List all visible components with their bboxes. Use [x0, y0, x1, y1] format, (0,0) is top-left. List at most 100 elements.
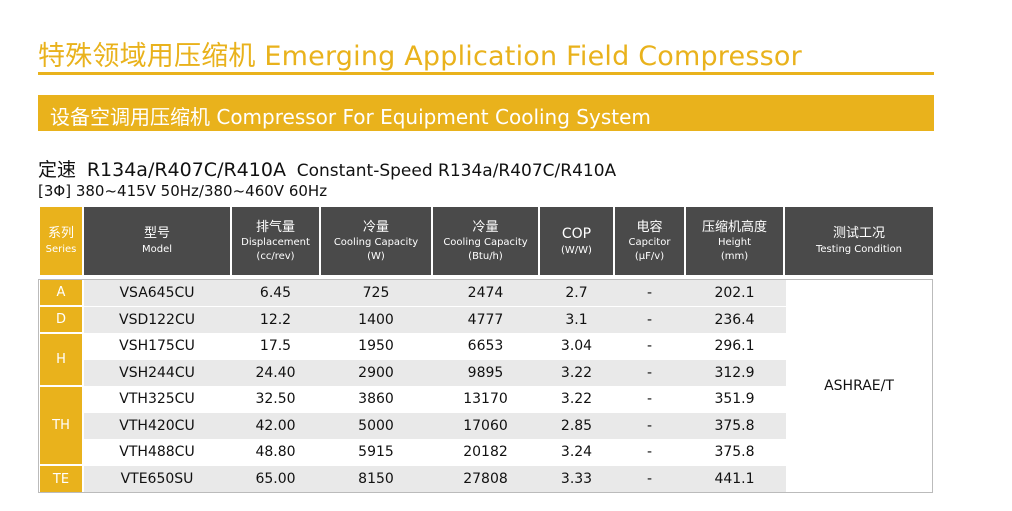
table-row: VTH420CU 42.00 5000 17060 2.85 - 375.8 [84, 413, 786, 439]
header-capacity-w-unit: (W) [367, 250, 385, 262]
header-displacement: 排气量 Displacement (cc/rev) [232, 207, 319, 275]
header-capacitor: 电容 Capcitor (μF/v) [615, 207, 684, 275]
header-height: 压缩机高度 Height (mm) [686, 207, 783, 275]
height-cell: 375.8 [714, 418, 755, 434]
header-condition: 测试工况 Testing Condition [785, 207, 933, 275]
capacity-w-cell: 725 [362, 285, 390, 301]
header-cop: COP (W/W) [540, 207, 613, 275]
model-cell: VSH244CU [119, 365, 195, 381]
table-row: VSH175CU 17.5 1950 6653 3.04 - 296.1 [84, 333, 786, 359]
power-spec: [3Φ] 380~415V 50Hz/380~460V 60Hz [38, 182, 328, 200]
header-series-en: Series [45, 244, 77, 256]
cop-cell: 3.22 [560, 391, 593, 407]
model-cell: VSA645CU [119, 285, 195, 301]
header-displacement-zh: 排气量 [255, 219, 295, 235]
header-capacitor-zh: 电容 [636, 219, 663, 235]
header-model-zh: 型号 [143, 226, 170, 242]
capacitor-cell: - [646, 338, 653, 354]
header-condition-zh: 测试工况 [832, 226, 885, 242]
displacement-cell: 17.5 [259, 338, 292, 354]
height-cell: 441.1 [714, 471, 755, 487]
header-cop-label: COP [561, 225, 592, 242]
header-capacity-btu-unit: (Btu/h) [468, 250, 503, 262]
capacitor-cell: - [646, 312, 653, 328]
cop-cell: 2.7 [565, 285, 588, 301]
capacity-btu-cell: 4777 [467, 312, 504, 328]
table-row: VTH325CU 32.50 3860 13170 3.22 - 351.9 [84, 386, 786, 412]
height-cell: 375.8 [714, 444, 755, 460]
capacity-btu-cell: 6653 [467, 338, 504, 354]
header-capacity-w-zh: 冷量 [362, 219, 389, 235]
table-row: VSD122CU 12.2 1400 4777 3.1 - 236.4 [84, 307, 786, 333]
height-cell: 296.1 [714, 338, 755, 354]
height-cell: 202.1 [714, 285, 755, 301]
displacement-cell: 6.45 [259, 285, 292, 301]
header-model-en: Model [141, 244, 173, 256]
header-capacity-btu: 冷量 Cooling Capacity (Btu/h) [433, 207, 538, 275]
displacement-cell: 12.2 [259, 312, 292, 328]
header-series: 系列 Series [40, 207, 82, 275]
cop-cell: 2.85 [560, 418, 593, 434]
capacity-w-cell: 3860 [358, 391, 394, 407]
table-row: VSA645CU 6.45 725 2474 2.7 - 202.1 [84, 280, 786, 306]
capacitor-cell: - [646, 285, 653, 301]
capacity-w-cell: 1950 [358, 338, 394, 354]
table-row: VTE650SU 65.00 8150 27808 3.33 - 441.1 [84, 466, 786, 492]
header-capacity-w-en: Cooling Capacity [333, 237, 419, 249]
table-row: VTH488CU 48.80 5915 20182 3.24 - 375.8 [84, 439, 786, 465]
table-frame [38, 279, 933, 493]
model-cell: VTH488CU [119, 444, 195, 460]
cop-cell: 3.24 [560, 444, 593, 460]
displacement-cell: 65.00 [255, 471, 296, 487]
capacitor-cell: - [646, 365, 653, 381]
section-bar: 设备空调用压缩机 Compressor For Equipment Coolin… [38, 95, 934, 131]
series-cell: H [40, 334, 82, 385]
header-height-zh: 压缩机高度 [701, 219, 767, 235]
capacitor-cell: - [646, 391, 653, 407]
cop-cell: 3.04 [560, 338, 593, 354]
capacity-w-cell: 2900 [358, 365, 394, 381]
displacement-cell: 48.80 [255, 444, 296, 460]
section-title: 设备空调用压缩机 Compressor For Equipment Coolin… [50, 105, 651, 129]
capacity-btu-cell: 2474 [467, 285, 504, 301]
capacity-w-cell: 5000 [358, 418, 394, 434]
model-cell: VTH420CU [119, 418, 195, 434]
spec-en: Constant-Speed R134a/R407C/R410A [296, 161, 617, 181]
header-height-unit: (mm) [720, 250, 749, 262]
capacity-w-cell: 5915 [358, 444, 394, 460]
capacitor-cell: - [646, 444, 653, 460]
cop-cell: 3.22 [560, 365, 593, 381]
header-series-zh: 系列 [47, 226, 74, 242]
header-displacement-en: Displacement [241, 237, 310, 249]
header-capacitor-en: Capcitor [628, 237, 671, 249]
capacity-btu-cell: 9895 [467, 365, 504, 381]
capacity-btu-cell: 17060 [463, 418, 508, 434]
cop-cell: 3.1 [565, 312, 588, 328]
page-title: 特殊领域用压缩机 Emerging Application Field Comp… [38, 41, 802, 72]
series-cell: TE [40, 466, 82, 492]
height-cell: 351.9 [714, 391, 755, 407]
displacement-cell: 42.00 [255, 418, 296, 434]
series-cell: D [40, 307, 82, 332]
model-cell: VSD122CU [119, 312, 195, 328]
series-cell: TH [40, 387, 82, 464]
model-cell: VSH175CU [119, 338, 195, 354]
capacitor-cell: - [646, 471, 653, 487]
spec-heading: 定速 R134a/R407C/R410A Constant-Speed R134… [38, 155, 616, 182]
capacity-btu-cell: 20182 [463, 444, 508, 460]
header-condition-en: Testing Condition [815, 244, 903, 256]
cop-cell: 3.33 [560, 471, 593, 487]
header-displacement-unit: (cc/rev) [256, 250, 295, 262]
spec-refrigerants: R134a/R407C/R410A [86, 159, 286, 181]
header-capacitor-unit: (μF/v) [634, 250, 665, 262]
header-height-en: Height [717, 237, 752, 249]
spec-zh: 定速 [38, 159, 77, 181]
testing-condition-cell: ASHRAE/T [824, 378, 894, 394]
capacitor-cell: - [646, 418, 653, 434]
header-capacity-btu-en: Cooling Capacity [443, 237, 528, 249]
table-row: VSH244CU 24.40 2900 9895 3.22 - 312.9 [84, 360, 786, 386]
header-capacity-w: 冷量 Cooling Capacity (W) [321, 207, 431, 275]
height-cell: 236.4 [714, 312, 755, 328]
capacity-w-cell: 1400 [358, 312, 394, 328]
capacity-btu-cell: 13170 [463, 391, 508, 407]
